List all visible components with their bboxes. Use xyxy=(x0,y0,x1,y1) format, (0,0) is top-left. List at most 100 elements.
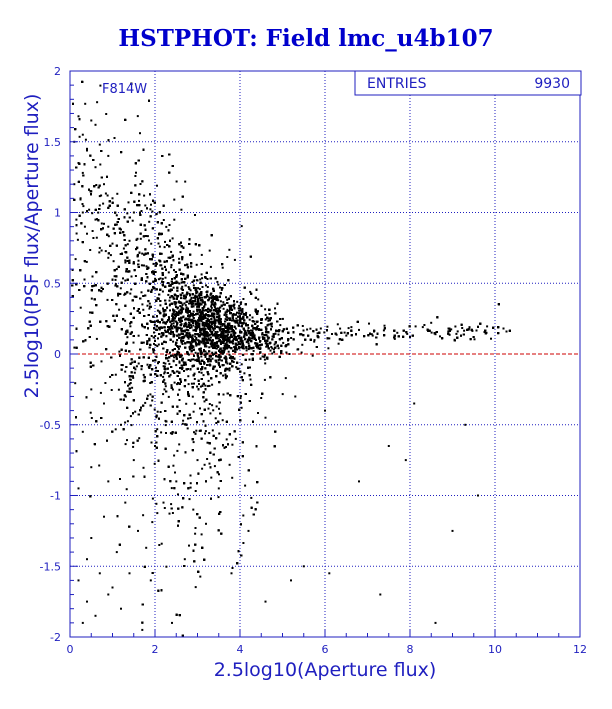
data-point xyxy=(219,323,222,326)
data-point xyxy=(235,366,238,369)
data-point xyxy=(98,464,101,467)
data-point xyxy=(148,302,151,305)
data-point xyxy=(266,335,269,338)
data-point xyxy=(464,423,467,426)
data-point xyxy=(188,498,191,501)
data-point xyxy=(141,303,144,306)
data-point xyxy=(182,297,185,300)
data-point xyxy=(201,296,203,299)
data-point xyxy=(223,446,226,449)
data-point xyxy=(159,411,162,413)
data-point xyxy=(177,493,179,496)
data-point xyxy=(142,514,145,517)
data-point xyxy=(324,409,326,412)
data-point xyxy=(157,343,160,346)
data-point xyxy=(84,102,87,105)
data-point xyxy=(236,319,239,322)
data-point xyxy=(228,369,231,372)
data-point xyxy=(240,312,242,315)
data-point xyxy=(169,283,172,286)
data-point xyxy=(171,237,174,240)
data-point xyxy=(154,445,156,447)
data-point xyxy=(111,586,114,589)
data-point xyxy=(129,415,132,418)
data-point xyxy=(221,419,224,422)
data-point xyxy=(258,337,261,340)
data-point xyxy=(172,333,175,335)
data-point xyxy=(212,329,215,332)
data-point xyxy=(124,279,127,282)
data-point xyxy=(114,284,117,287)
data-point xyxy=(250,496,253,499)
data-point xyxy=(273,343,276,346)
data-point xyxy=(194,586,197,589)
data-point xyxy=(199,575,202,578)
data-point xyxy=(109,375,112,378)
data-point xyxy=(105,113,108,115)
data-point xyxy=(284,377,287,380)
data-point xyxy=(184,264,186,267)
data-point xyxy=(185,306,188,309)
data-point xyxy=(220,343,222,345)
data-point xyxy=(226,308,229,311)
data-point xyxy=(199,385,202,388)
data-point xyxy=(216,280,219,283)
data-point xyxy=(505,330,508,333)
data-point xyxy=(237,307,240,310)
data-point xyxy=(171,388,174,391)
data-point xyxy=(203,463,206,466)
data-point xyxy=(242,542,245,544)
data-point xyxy=(192,284,195,287)
data-point xyxy=(149,393,152,396)
data-point xyxy=(421,326,424,329)
data-point xyxy=(244,484,247,487)
data-point xyxy=(188,544,190,547)
data-point xyxy=(236,311,238,314)
data-point xyxy=(111,197,114,200)
data-point xyxy=(155,213,158,216)
data-point xyxy=(107,256,110,259)
data-point xyxy=(127,384,129,387)
data-point xyxy=(85,260,88,263)
data-point xyxy=(118,350,121,353)
data-point xyxy=(226,316,229,319)
data-point xyxy=(236,321,239,324)
data-point xyxy=(126,212,129,215)
data-point xyxy=(215,360,218,363)
data-point xyxy=(331,333,333,335)
data-point xyxy=(326,325,329,328)
data-point xyxy=(226,298,229,301)
data-point xyxy=(104,382,107,384)
data-point xyxy=(156,512,159,515)
data-point xyxy=(209,310,212,313)
data-point xyxy=(134,275,137,277)
data-point xyxy=(358,480,360,483)
data-point xyxy=(187,383,190,386)
data-point xyxy=(451,529,454,532)
data-point xyxy=(206,458,209,460)
data-point xyxy=(217,283,220,286)
data-point xyxy=(265,328,268,331)
data-point xyxy=(135,171,137,174)
data-point xyxy=(128,572,131,575)
data-point xyxy=(167,256,170,259)
data-point xyxy=(205,325,208,327)
data-point xyxy=(243,329,246,331)
data-point xyxy=(257,298,260,301)
data-point xyxy=(153,462,156,465)
data-point xyxy=(188,324,190,326)
data-point xyxy=(100,360,103,363)
data-point xyxy=(120,607,122,610)
data-point xyxy=(153,323,156,326)
data-point xyxy=(306,328,309,331)
data-point xyxy=(217,299,220,302)
data-point xyxy=(172,360,175,363)
data-point xyxy=(78,135,81,138)
data-point xyxy=(163,246,166,249)
data-point xyxy=(84,138,87,141)
data-point xyxy=(150,203,152,206)
data-point xyxy=(248,318,251,321)
data-point xyxy=(313,339,316,342)
data-point xyxy=(107,154,110,157)
